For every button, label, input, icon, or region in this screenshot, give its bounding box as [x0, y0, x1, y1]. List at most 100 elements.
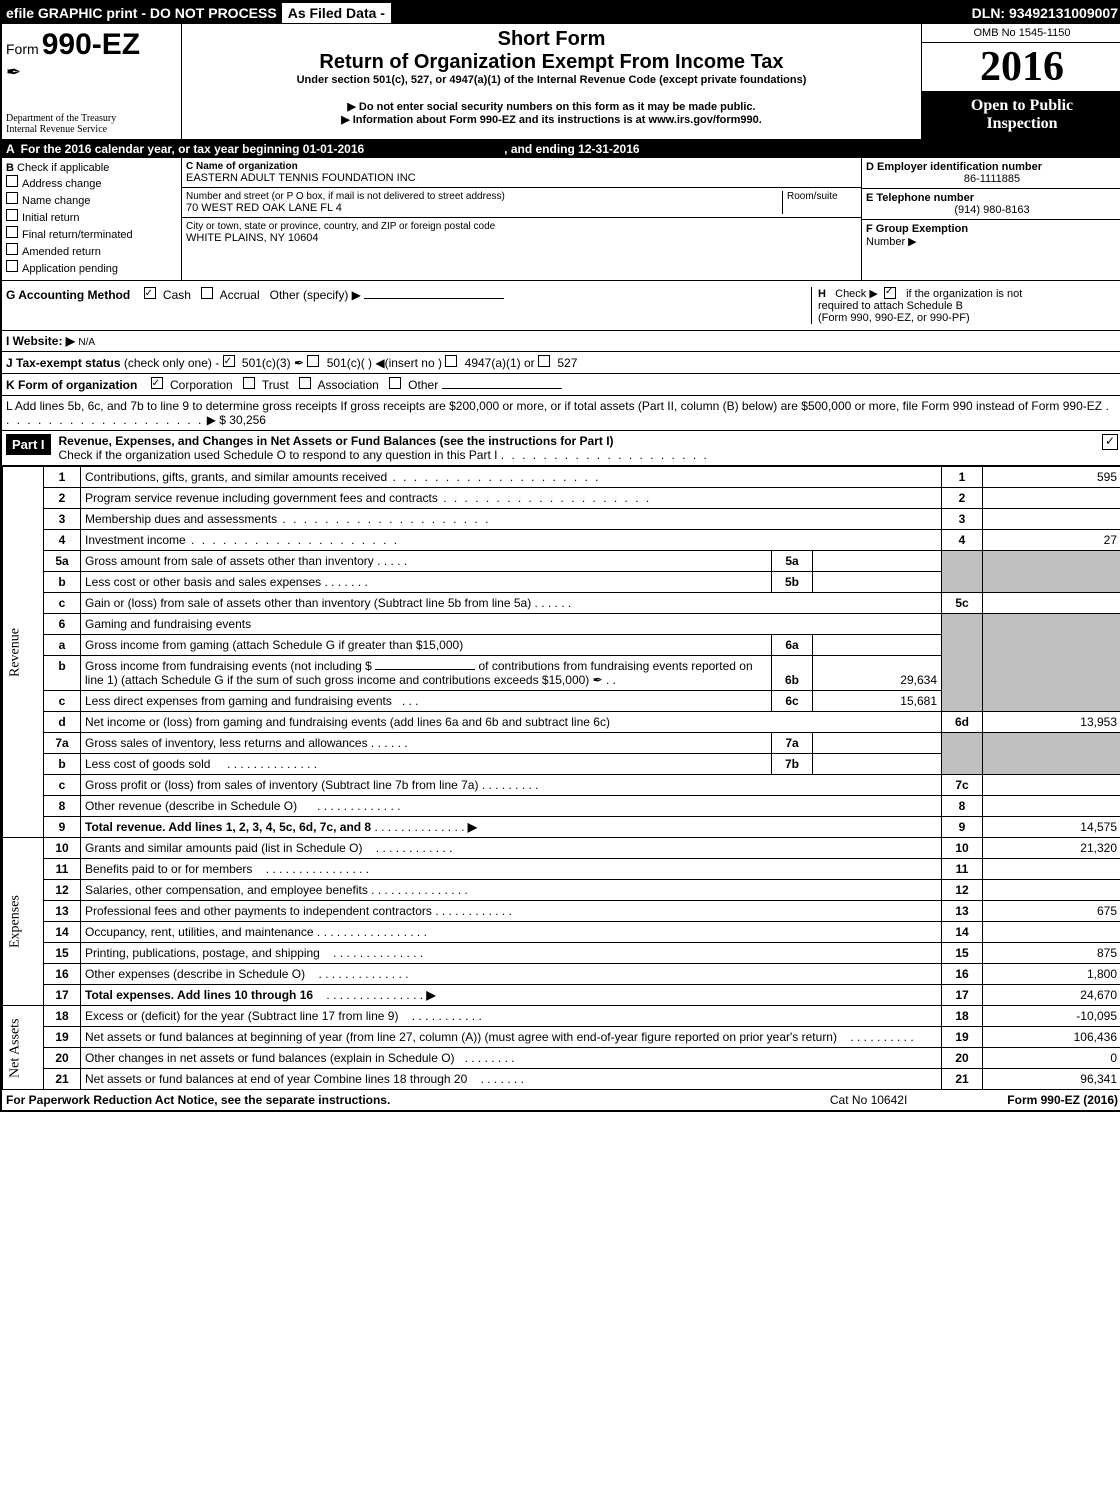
- l3-desc: Membership dues and assessments: [85, 512, 277, 526]
- g-cash: Cash: [163, 288, 191, 302]
- efile-label: efile GRAPHIC print - DO NOT PROCESS: [2, 5, 277, 21]
- checkbox-assoc[interactable]: [299, 377, 311, 389]
- checkbox-527[interactable]: [538, 355, 550, 367]
- l7a-sv: [813, 733, 942, 754]
- checkbox-initial[interactable]: [6, 209, 18, 221]
- l5b-num: b: [44, 572, 81, 593]
- under-section: Under section 501(c), 527, or 4947(a)(1)…: [186, 74, 917, 86]
- l1-val: 595: [983, 467, 1120, 488]
- l10-desc: Grants and similar amounts paid (list in…: [85, 841, 362, 855]
- b-opt-1: Name change: [22, 195, 91, 207]
- j-label: J Tax-exempt status: [6, 356, 121, 370]
- irs-label: Internal Revenue Service: [6, 124, 177, 135]
- j-opt4: 527: [557, 356, 577, 370]
- form-label: Form: [6, 41, 39, 57]
- checkbox-cash[interactable]: [144, 287, 156, 299]
- l8-val: [983, 796, 1120, 817]
- b-letter: B: [6, 162, 14, 174]
- checkbox-other-org[interactable]: [389, 377, 401, 389]
- l15-val: 875: [983, 943, 1120, 964]
- l18-rn: 18: [942, 1006, 983, 1027]
- l5b-sn: 5b: [772, 572, 813, 593]
- asfiled-label: As Filed Data -: [281, 2, 392, 24]
- checkbox-final[interactable]: [6, 226, 18, 238]
- l15-num: 15: [44, 943, 81, 964]
- l6-desc: Gaming and fundraising events: [81, 614, 942, 635]
- part1-title: Revenue, Expenses, and Changes in Net As…: [59, 434, 614, 448]
- l6a-num: a: [44, 635, 81, 656]
- part1-checkbox[interactable]: ✓: [1102, 434, 1118, 450]
- g-accrual: Accrual: [220, 288, 260, 302]
- title-cell: Short Form Return of Organization Exempt…: [182, 24, 922, 139]
- l6b-sn: 6b: [772, 656, 813, 691]
- checkbox-h[interactable]: [884, 287, 896, 299]
- l20-num: 20: [44, 1048, 81, 1069]
- l5a-sn: 5a: [772, 551, 813, 572]
- dept-label: Department of the Treasury: [6, 113, 177, 124]
- l19-rn: 19: [942, 1027, 983, 1048]
- e-phone-label: E Telephone number: [866, 192, 974, 204]
- short-form-title: Short Form: [186, 28, 917, 51]
- l2-num: 2: [44, 488, 81, 509]
- checkbox-name[interactable]: [6, 192, 18, 204]
- d-ein-label: D Employer identification number: [866, 161, 1042, 173]
- info-link: ▶ Information about Form 990-EZ and its …: [186, 113, 917, 126]
- l5b-sv: [813, 572, 942, 593]
- l-line: L Add lines 5b, 6c, and 7b to line 9 to …: [2, 396, 1120, 431]
- checkbox-trust[interactable]: [243, 377, 255, 389]
- k-assoc: Association: [317, 378, 378, 392]
- part1-checktext: Check if the organization used Schedule …: [59, 448, 498, 462]
- part1-header: Part I Revenue, Expenses, and Changes in…: [2, 431, 1120, 466]
- checkbox-amended[interactable]: [6, 243, 18, 255]
- l7a-num: 7a: [44, 733, 81, 754]
- form-id-cell: Form 990-EZ ✒ Department of the Treasury…: [2, 24, 182, 139]
- l7b-sn: 7b: [772, 754, 813, 775]
- c-room-label: Room/suite: [782, 191, 857, 214]
- l14-val: [983, 922, 1120, 943]
- h-label: H: [818, 288, 826, 300]
- section-b-col: B Check if applicable Address change Nam…: [2, 158, 182, 280]
- netassets-label: Net Assets: [3, 1006, 44, 1090]
- checkbox-address[interactable]: [6, 175, 18, 187]
- l7b-num: b: [44, 754, 81, 775]
- l21-val: 96,341: [983, 1069, 1120, 1090]
- l11-rn: 11: [942, 859, 983, 880]
- a-ending: , and ending 12-31-2016: [504, 142, 639, 156]
- checkbox-pending[interactable]: [6, 260, 18, 272]
- l1-rn: 1: [942, 467, 983, 488]
- k-line: K Form of organization Corporation Trust…: [2, 374, 1120, 396]
- checkbox-4947[interactable]: [445, 355, 457, 367]
- a-label: A: [6, 142, 15, 156]
- i-label: I Website: ▶: [6, 334, 75, 348]
- l7b-desc: Less cost of goods sold: [85, 757, 210, 771]
- l14-num: 14: [44, 922, 81, 943]
- section-c-col: C Name of organization EASTERN ADULT TEN…: [182, 158, 862, 280]
- k-trust: Trust: [262, 378, 289, 392]
- l-amount: ▶ $ 30,256: [207, 413, 266, 427]
- l5c-num: c: [44, 593, 81, 614]
- c-street-label: Number and street (or P O box, if mail i…: [186, 191, 782, 202]
- l17-rn: 17: [942, 985, 983, 1006]
- open-public-2: Inspection: [924, 115, 1120, 133]
- l6d-num: d: [44, 712, 81, 733]
- checkbox-501c[interactable]: [307, 355, 319, 367]
- form-page: efile GRAPHIC print - DO NOT PROCESS As …: [0, 0, 1120, 1112]
- l12-num: 12: [44, 880, 81, 901]
- checkbox-accrual[interactable]: [201, 287, 213, 299]
- org-name: EASTERN ADULT TENNIS FOUNDATION INC: [186, 172, 857, 184]
- l1-desc: Contributions, gifts, grants, and simila…: [85, 470, 387, 484]
- l7c-desc: Gross profit or (loss) from sales of inv…: [85, 778, 478, 792]
- part1-badge: Part I: [6, 434, 51, 455]
- checkbox-501c3[interactable]: [223, 355, 235, 367]
- l6a-sv: [813, 635, 942, 656]
- l20-rn: 20: [942, 1048, 983, 1069]
- l17-num: 17: [44, 985, 81, 1006]
- checkbox-corp[interactable]: [151, 377, 163, 389]
- c-city-label: City or town, state or province, country…: [186, 221, 857, 232]
- section-def-col: D Employer identification number 86-1111…: [862, 158, 1120, 280]
- h-check-text: Check ▶: [835, 288, 878, 300]
- g-other: Other (specify) ▶: [270, 288, 361, 302]
- l13-rn: 13: [942, 901, 983, 922]
- l5c-rn: 5c: [942, 593, 983, 614]
- l3-num: 3: [44, 509, 81, 530]
